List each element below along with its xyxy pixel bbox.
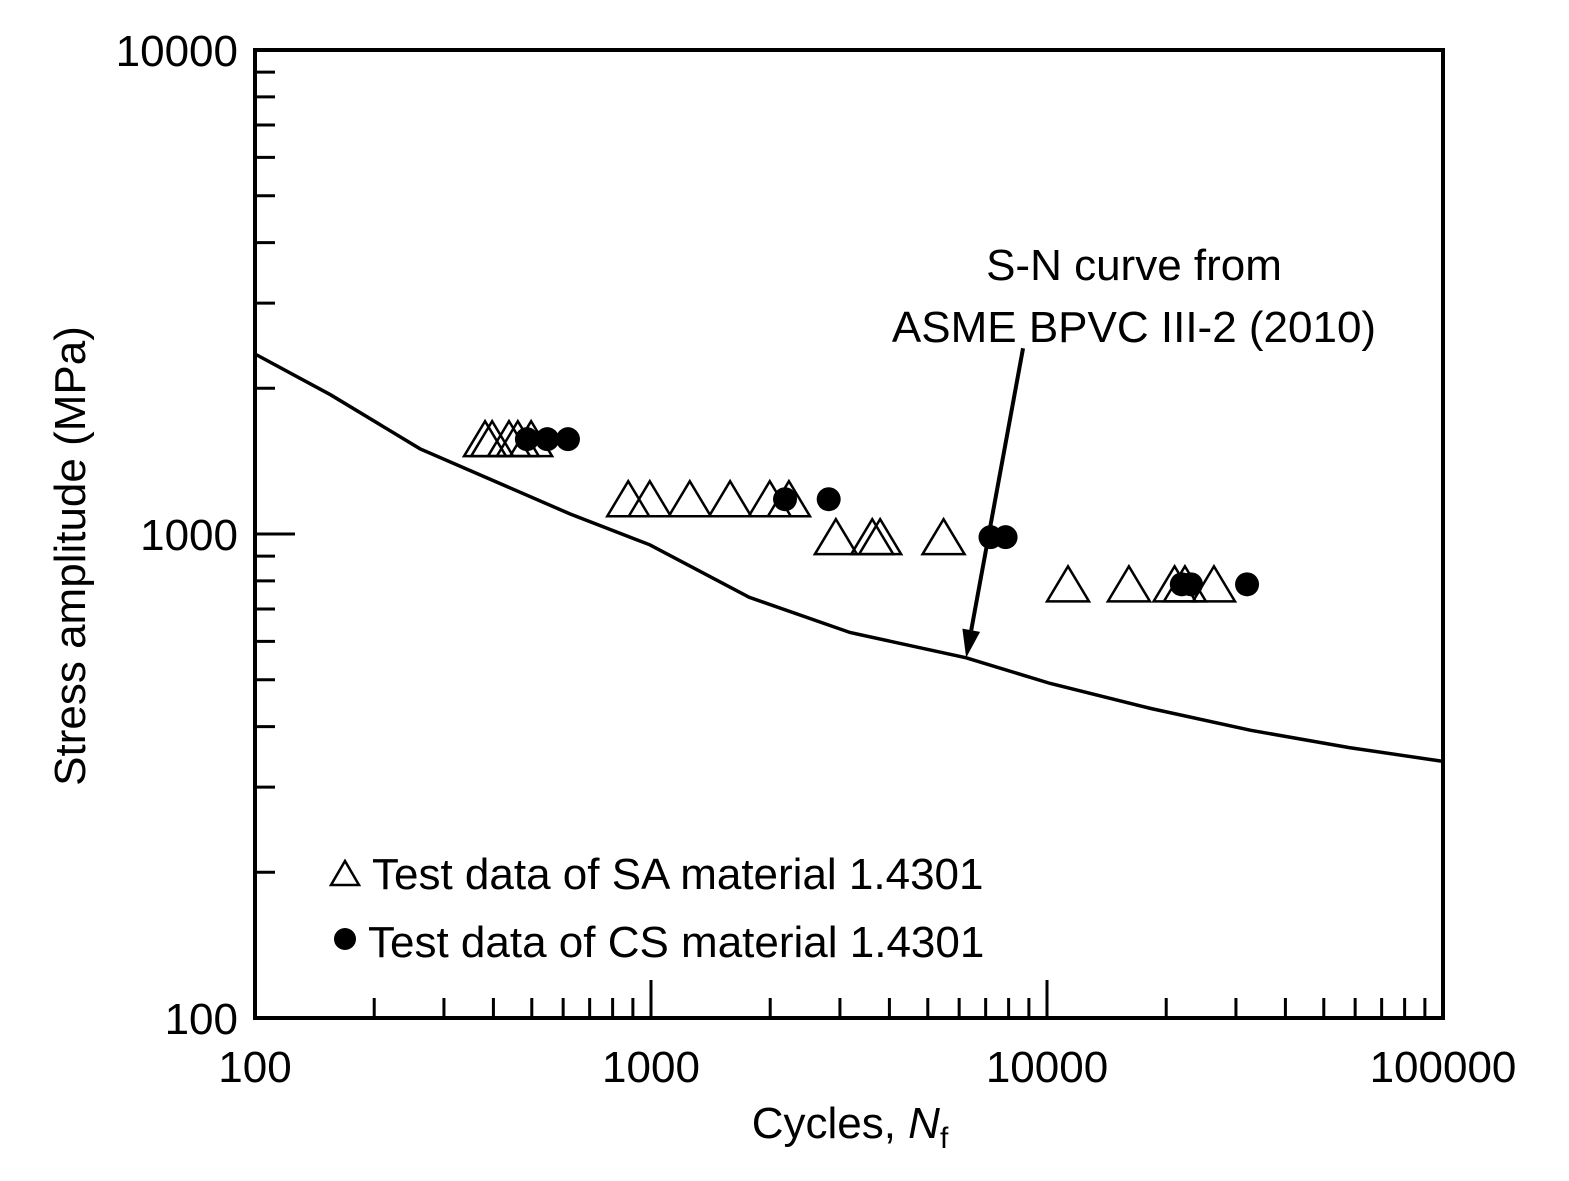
annotation-line-2: ASME BPVC III-2 (2010) xyxy=(892,303,1376,352)
sa-triangle-marker xyxy=(626,478,673,518)
sa-triangle-marker xyxy=(812,516,860,556)
legend-circle-icon xyxy=(334,928,356,950)
sa-triangle-marker xyxy=(920,516,967,556)
cs-circle-marker xyxy=(1235,572,1260,597)
cs-circle-marker xyxy=(514,427,539,452)
sn-curve-line xyxy=(254,352,1444,764)
sa-triangle-marker xyxy=(605,478,652,518)
cs-circle-marker xyxy=(1178,572,1203,597)
cs-circle-marker xyxy=(535,427,560,452)
y-axis-label: Stress amplitude (MPa) xyxy=(46,326,95,786)
sa-triangle-marker xyxy=(1105,563,1153,603)
minor-ticks xyxy=(255,70,1427,1018)
legend-label-sa: Test data of SA material 1.4301 xyxy=(372,850,984,899)
data-markers xyxy=(461,418,1260,603)
x-axis-label-sub: f xyxy=(940,1122,949,1155)
sa-triangle-marker xyxy=(1190,563,1238,603)
legend-label-cs: Test data of CS material 1.4301 xyxy=(368,918,984,967)
x-axis-label-text: Cycles, xyxy=(752,1099,908,1148)
plot-frame xyxy=(253,48,1445,1020)
y-tick-label: 1000 xyxy=(140,511,238,560)
x-tick-label: 100000 xyxy=(1370,1043,1517,1092)
cs-circle-marker xyxy=(816,487,841,512)
cs-circle-marker xyxy=(555,427,580,452)
annotation-line-1: S-N curve from xyxy=(986,241,1282,290)
legend-triangle-icon xyxy=(328,858,362,887)
sa-triangle-marker xyxy=(706,478,754,518)
x-tick-label: 100 xyxy=(218,1043,291,1092)
sn-curve-annotation: S-N curve from ASME BPVC III-2 (2010) xyxy=(892,241,1376,658)
tick-labels: 100 1000 10000 100000 100 1000 10000 xyxy=(116,27,1517,1092)
sa-triangle-marker xyxy=(856,516,904,556)
x-axis-label: Cycles, Nf xyxy=(752,1099,949,1155)
x-tick-label: 10000 xyxy=(986,1043,1108,1092)
x-axis-label-italic: N xyxy=(908,1099,940,1148)
cs-circle-marker xyxy=(773,487,798,512)
sa-triangle-marker xyxy=(849,516,896,556)
cs-circle-marker xyxy=(993,525,1018,550)
y-tick-label: 10000 xyxy=(116,27,238,76)
sa-triangle-marker xyxy=(666,478,713,518)
annotation-arrow xyxy=(969,347,1026,631)
annotation-arrow-head xyxy=(962,628,981,658)
x-tick-label: 1000 xyxy=(602,1043,700,1092)
y-tick-label: 100 xyxy=(165,995,238,1044)
legend: Test data of SA material 1.4301 Test dat… xyxy=(328,850,984,967)
sa-triangle-marker xyxy=(1044,563,1092,603)
